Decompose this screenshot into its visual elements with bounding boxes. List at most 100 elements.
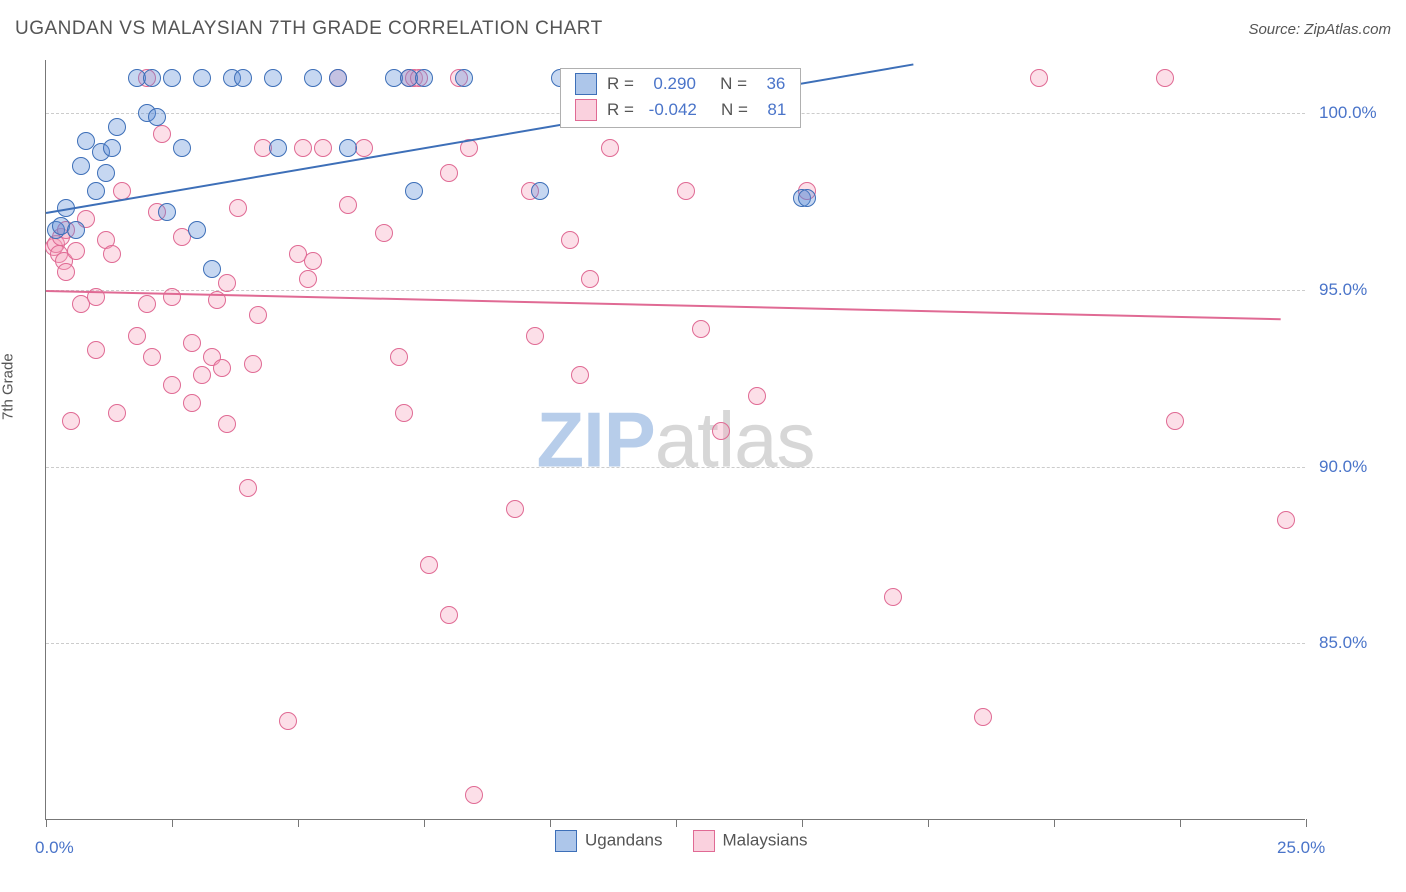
data-point: [62, 412, 80, 430]
y-axis-label: 7th Grade: [0, 353, 17, 420]
data-point: [67, 242, 85, 260]
data-point: [526, 327, 544, 345]
data-point: [173, 139, 191, 157]
legend-n-value: 81: [763, 100, 787, 120]
data-point: [390, 348, 408, 366]
x-tick: [676, 819, 677, 827]
data-point: [234, 69, 252, 87]
legend-row: R = 0.290 N = 36: [561, 71, 800, 97]
data-point: [87, 341, 105, 359]
x-tick: [172, 819, 173, 827]
data-point: [213, 359, 231, 377]
data-point: [193, 69, 211, 87]
x-tick: [46, 819, 47, 827]
legend-row: R = -0.042 N = 81: [561, 97, 800, 123]
data-point: [239, 479, 257, 497]
gridline: [46, 643, 1305, 644]
legend-item: Malaysians: [693, 830, 808, 852]
data-point: [465, 786, 483, 804]
data-point: [299, 270, 317, 288]
series-legend: Ugandans Malaysians: [555, 830, 808, 852]
data-point: [72, 157, 90, 175]
data-point: [304, 252, 322, 270]
legend-r-label: R =: [607, 74, 639, 94]
data-point: [506, 500, 524, 518]
data-point: [163, 288, 181, 306]
data-point: [264, 69, 282, 87]
data-point: [1030, 69, 1048, 87]
data-point: [163, 376, 181, 394]
legend-swatch: [575, 99, 597, 121]
x-tick: [928, 819, 929, 827]
data-point: [218, 415, 236, 433]
data-point: [1277, 511, 1295, 529]
data-point: [103, 139, 121, 157]
x-tick: [424, 819, 425, 827]
data-point: [108, 404, 126, 422]
legend-series-name: Malaysians: [723, 830, 808, 849]
x-tick: [1306, 819, 1307, 827]
data-point: [163, 69, 181, 87]
data-point: [57, 263, 75, 281]
legend-series-name: Ugandans: [585, 830, 663, 849]
data-point: [158, 203, 176, 221]
data-point: [148, 108, 166, 126]
data-point: [455, 69, 473, 87]
data-point: [440, 164, 458, 182]
y-tick-label: 95.0%: [1319, 280, 1367, 300]
data-point: [244, 355, 262, 373]
trend-line: [46, 290, 1281, 320]
data-point: [339, 196, 357, 214]
data-point: [798, 189, 816, 207]
data-point: [269, 139, 287, 157]
data-point: [249, 306, 267, 324]
gridline: [46, 467, 1305, 468]
legend-item: Ugandans: [555, 830, 663, 852]
data-point: [712, 422, 730, 440]
x-tick: [1180, 819, 1181, 827]
data-point: [153, 125, 171, 143]
y-tick-label: 90.0%: [1319, 457, 1367, 477]
data-point: [138, 295, 156, 313]
data-point: [304, 69, 322, 87]
data-point: [193, 366, 211, 384]
data-point: [67, 221, 85, 239]
data-point: [188, 221, 206, 239]
x-tick-label: 0.0%: [35, 838, 74, 858]
data-point: [229, 199, 247, 217]
chart-title: UGANDAN VS MALAYSIAN 7TH GRADE CORRELATI…: [15, 18, 603, 40]
data-point: [87, 182, 105, 200]
legend-n-label: N =: [706, 74, 752, 94]
x-tick-label: 25.0%: [1277, 838, 1325, 858]
data-point: [128, 327, 146, 345]
x-tick: [550, 819, 551, 827]
legend-swatch: [693, 830, 715, 852]
data-point: [405, 182, 423, 200]
data-point: [748, 387, 766, 405]
data-point: [1166, 412, 1184, 430]
data-point: [218, 274, 236, 292]
legend-swatch: [575, 73, 597, 95]
data-point: [440, 606, 458, 624]
data-point: [108, 118, 126, 136]
data-point: [692, 320, 710, 338]
data-point: [531, 182, 549, 200]
source-label: Source: ZipAtlas.com: [1248, 21, 1391, 38]
legend-r-value: 0.290: [649, 74, 696, 94]
data-point: [1156, 69, 1174, 87]
data-point: [279, 712, 297, 730]
gridline: [46, 290, 1305, 291]
data-point: [375, 224, 393, 242]
x-tick: [1054, 819, 1055, 827]
data-point: [571, 366, 589, 384]
legend-r-value: -0.042: [649, 100, 697, 120]
y-tick-label: 85.0%: [1319, 633, 1367, 653]
data-point: [329, 69, 347, 87]
data-point: [143, 348, 161, 366]
data-point: [581, 270, 599, 288]
data-point: [561, 231, 579, 249]
data-point: [294, 139, 312, 157]
data-point: [103, 245, 121, 263]
correlation-legend: R = 0.290 N = 36R = -0.042 N = 81: [560, 68, 801, 128]
data-point: [415, 69, 433, 87]
